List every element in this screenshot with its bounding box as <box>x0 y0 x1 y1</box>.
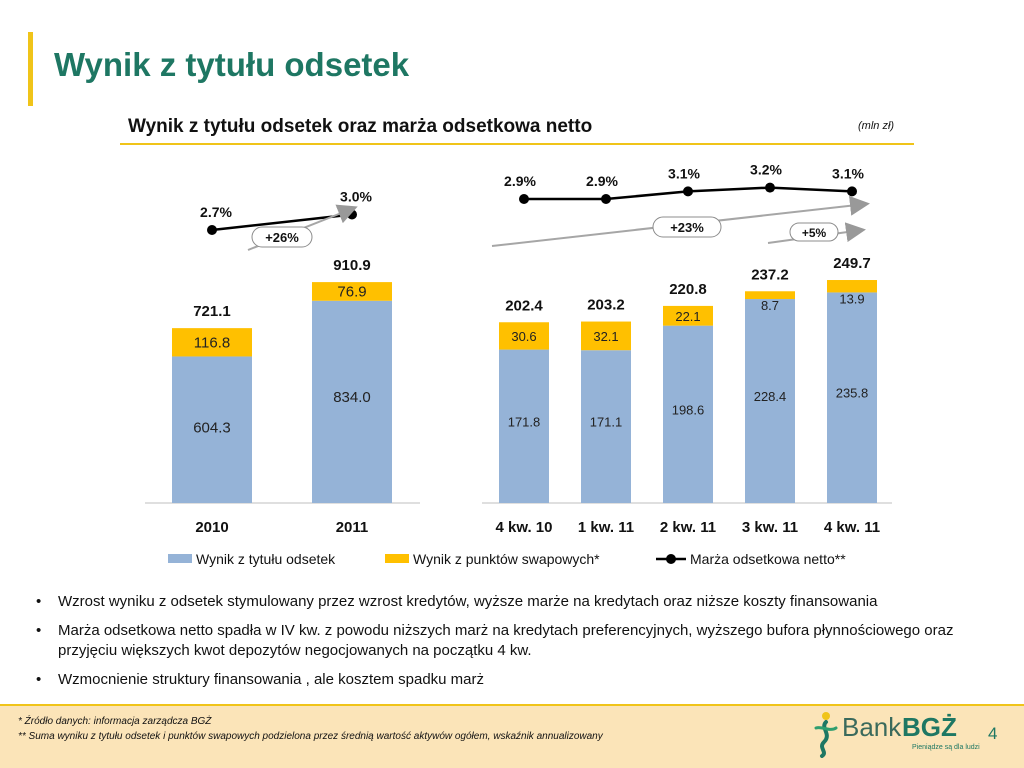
logo-figure-icon <box>814 712 838 758</box>
margin-point <box>847 186 857 197</box>
unit-label: (mln zł) <box>858 120 895 132</box>
bar-segment-swap <box>581 321 631 351</box>
category-label: 4 kw. 11 <box>824 519 880 536</box>
bullet-text: Wzmocnienie struktury finansowania , ale… <box>58 671 485 688</box>
margin-point <box>207 225 217 235</box>
margin-label: 2.7% <box>200 204 232 220</box>
growth-annotation: +26% <box>265 230 299 245</box>
bank-logo: Bank BGŻ Pieniądze są dla ludzi <box>812 708 980 758</box>
growth-badge <box>789 222 839 242</box>
bar-total-label: 910.9 <box>333 257 371 274</box>
logo-tagline: Pieniądze są dla ludzi <box>912 744 980 751</box>
bar-label-swap: 13.9 <box>839 291 864 306</box>
growth-annotation: +5% <box>802 226 827 240</box>
bar-segment-interest <box>312 300 392 503</box>
category-label: 4 kw. 10 <box>496 519 553 536</box>
bar-segment-interest <box>745 299 795 503</box>
bar-segment-interest <box>581 350 631 503</box>
margin-label: 2.9% <box>504 173 536 189</box>
category-label: 2010 <box>195 519 228 536</box>
bullet-text: Wzrost wyniku z odsetek stymulowany prze… <box>58 593 878 610</box>
bullet-item: • Wzmocnienie struktury finansowania , al… <box>36 670 1011 690</box>
title-underline <box>120 143 914 145</box>
bar-label-swap: 22.1 <box>675 309 700 324</box>
bullet-text: Marża odsetkowa netto spadła w IV kw. z … <box>58 622 954 659</box>
margin-label: 3.2% <box>750 162 782 178</box>
bar-label-interest: 604.3 <box>193 420 231 437</box>
bar-segment-interest <box>663 325 713 503</box>
bar-segment-swap <box>172 328 252 357</box>
margin-label: 3.0% <box>340 188 372 204</box>
bar-segment-swap <box>745 291 795 300</box>
category-label: 2 kw. 11 <box>660 519 716 536</box>
footer-rule <box>0 704 1024 706</box>
bar-segment-interest <box>499 349 549 503</box>
legend-swatch <box>168 554 192 563</box>
bullet-dot: • <box>36 593 42 610</box>
bar-segment-interest <box>172 356 252 503</box>
footer-band <box>0 704 1024 768</box>
bar-segment-swap <box>312 282 392 301</box>
bar-label-swap: 32.1 <box>593 329 618 344</box>
margin-label: 2.9% <box>586 173 618 189</box>
category-label: 2011 <box>336 519 369 536</box>
bar-label-swap: 30.6 <box>511 329 536 344</box>
margin-label: 3.1% <box>832 165 864 181</box>
bar-total-label: 721.1 <box>193 303 231 320</box>
page-number: 4 <box>988 724 998 743</box>
bar-label-interest: 171.1 <box>590 415 623 430</box>
bar-total-label: 220.8 <box>669 281 707 298</box>
bar-label-swap: 8.7 <box>761 298 779 313</box>
bar-total-label: 202.4 <box>505 297 543 314</box>
bar-segment-interest <box>827 292 877 503</box>
margin-point <box>683 186 693 197</box>
growth-badge <box>652 216 722 238</box>
bar-total-label: 237.2 <box>751 266 789 283</box>
legend-swatch <box>385 554 409 563</box>
logo-word-bgz: BGŻ <box>902 712 957 742</box>
margin-point <box>601 194 611 204</box>
footnote-definition: ** Suma wyniku z tytułu odsetek i punktó… <box>18 731 603 742</box>
bar-segment-swap <box>827 280 877 293</box>
bullet-dot: • <box>36 622 42 639</box>
margin-label: 3.1% <box>668 165 700 181</box>
bar-label-interest: 171.8 <box>508 414 541 429</box>
bar-label-swap: 76.9 <box>337 283 366 300</box>
footnotes: * Źródło danych: informacja zarządcza BG… <box>18 714 603 744</box>
bullet-item: • Marża odsetkowa netto spadła w IV kw. z… <box>36 621 1011 661</box>
legend-label: Wynik z punktów swapowych* <box>413 551 600 567</box>
bar-total-label: 203.2 <box>587 297 625 314</box>
growth-annotation: +23% <box>670 220 704 235</box>
logo-word-bank: Bank <box>842 712 902 742</box>
margin-point <box>765 182 775 193</box>
margin-point <box>519 194 529 204</box>
bullet-dot: • <box>36 671 42 688</box>
legend-marker <box>666 554 676 564</box>
bar-label-interest: 228.4 <box>754 389 787 404</box>
legend-label: Wynik z tytułu odsetek <box>196 551 336 567</box>
chart-title: Wynik z tytułu odsetek oraz marża odsetk… <box>128 116 593 137</box>
bar-segment-swap <box>499 322 549 350</box>
bar-label-swap: 116.8 <box>194 334 230 351</box>
category-label: 3 kw. 11 <box>742 519 798 536</box>
bullet-list: • Wzrost wyniku z odsetek stymulowany prz… <box>36 592 1011 699</box>
bar-label-interest: 834.0 <box>333 389 371 406</box>
bullet-item: • Wzrost wyniku z odsetek stymulowany prz… <box>36 592 1011 612</box>
bar-label-interest: 198.6 <box>672 402 705 417</box>
bar-total-label: 249.7 <box>833 255 871 272</box>
growth-badge <box>251 226 313 248</box>
footnote-source: * Źródło danych: informacja zarządcza BG… <box>18 716 212 727</box>
bar-label-interest: 235.8 <box>836 386 869 401</box>
title-accent-bar <box>28 32 33 106</box>
bar-segment-swap <box>663 305 713 326</box>
chart-canvas: 604.3 116.8 721.1 2010 834.0 76.9 910.9 2011 2.7… <box>145 162 892 567</box>
category-label: 1 kw. 11 <box>578 519 634 536</box>
page-title: Wynik z tytułu odsetek <box>54 46 410 83</box>
legend-label: Marża odsetkowa netto** <box>690 551 846 567</box>
